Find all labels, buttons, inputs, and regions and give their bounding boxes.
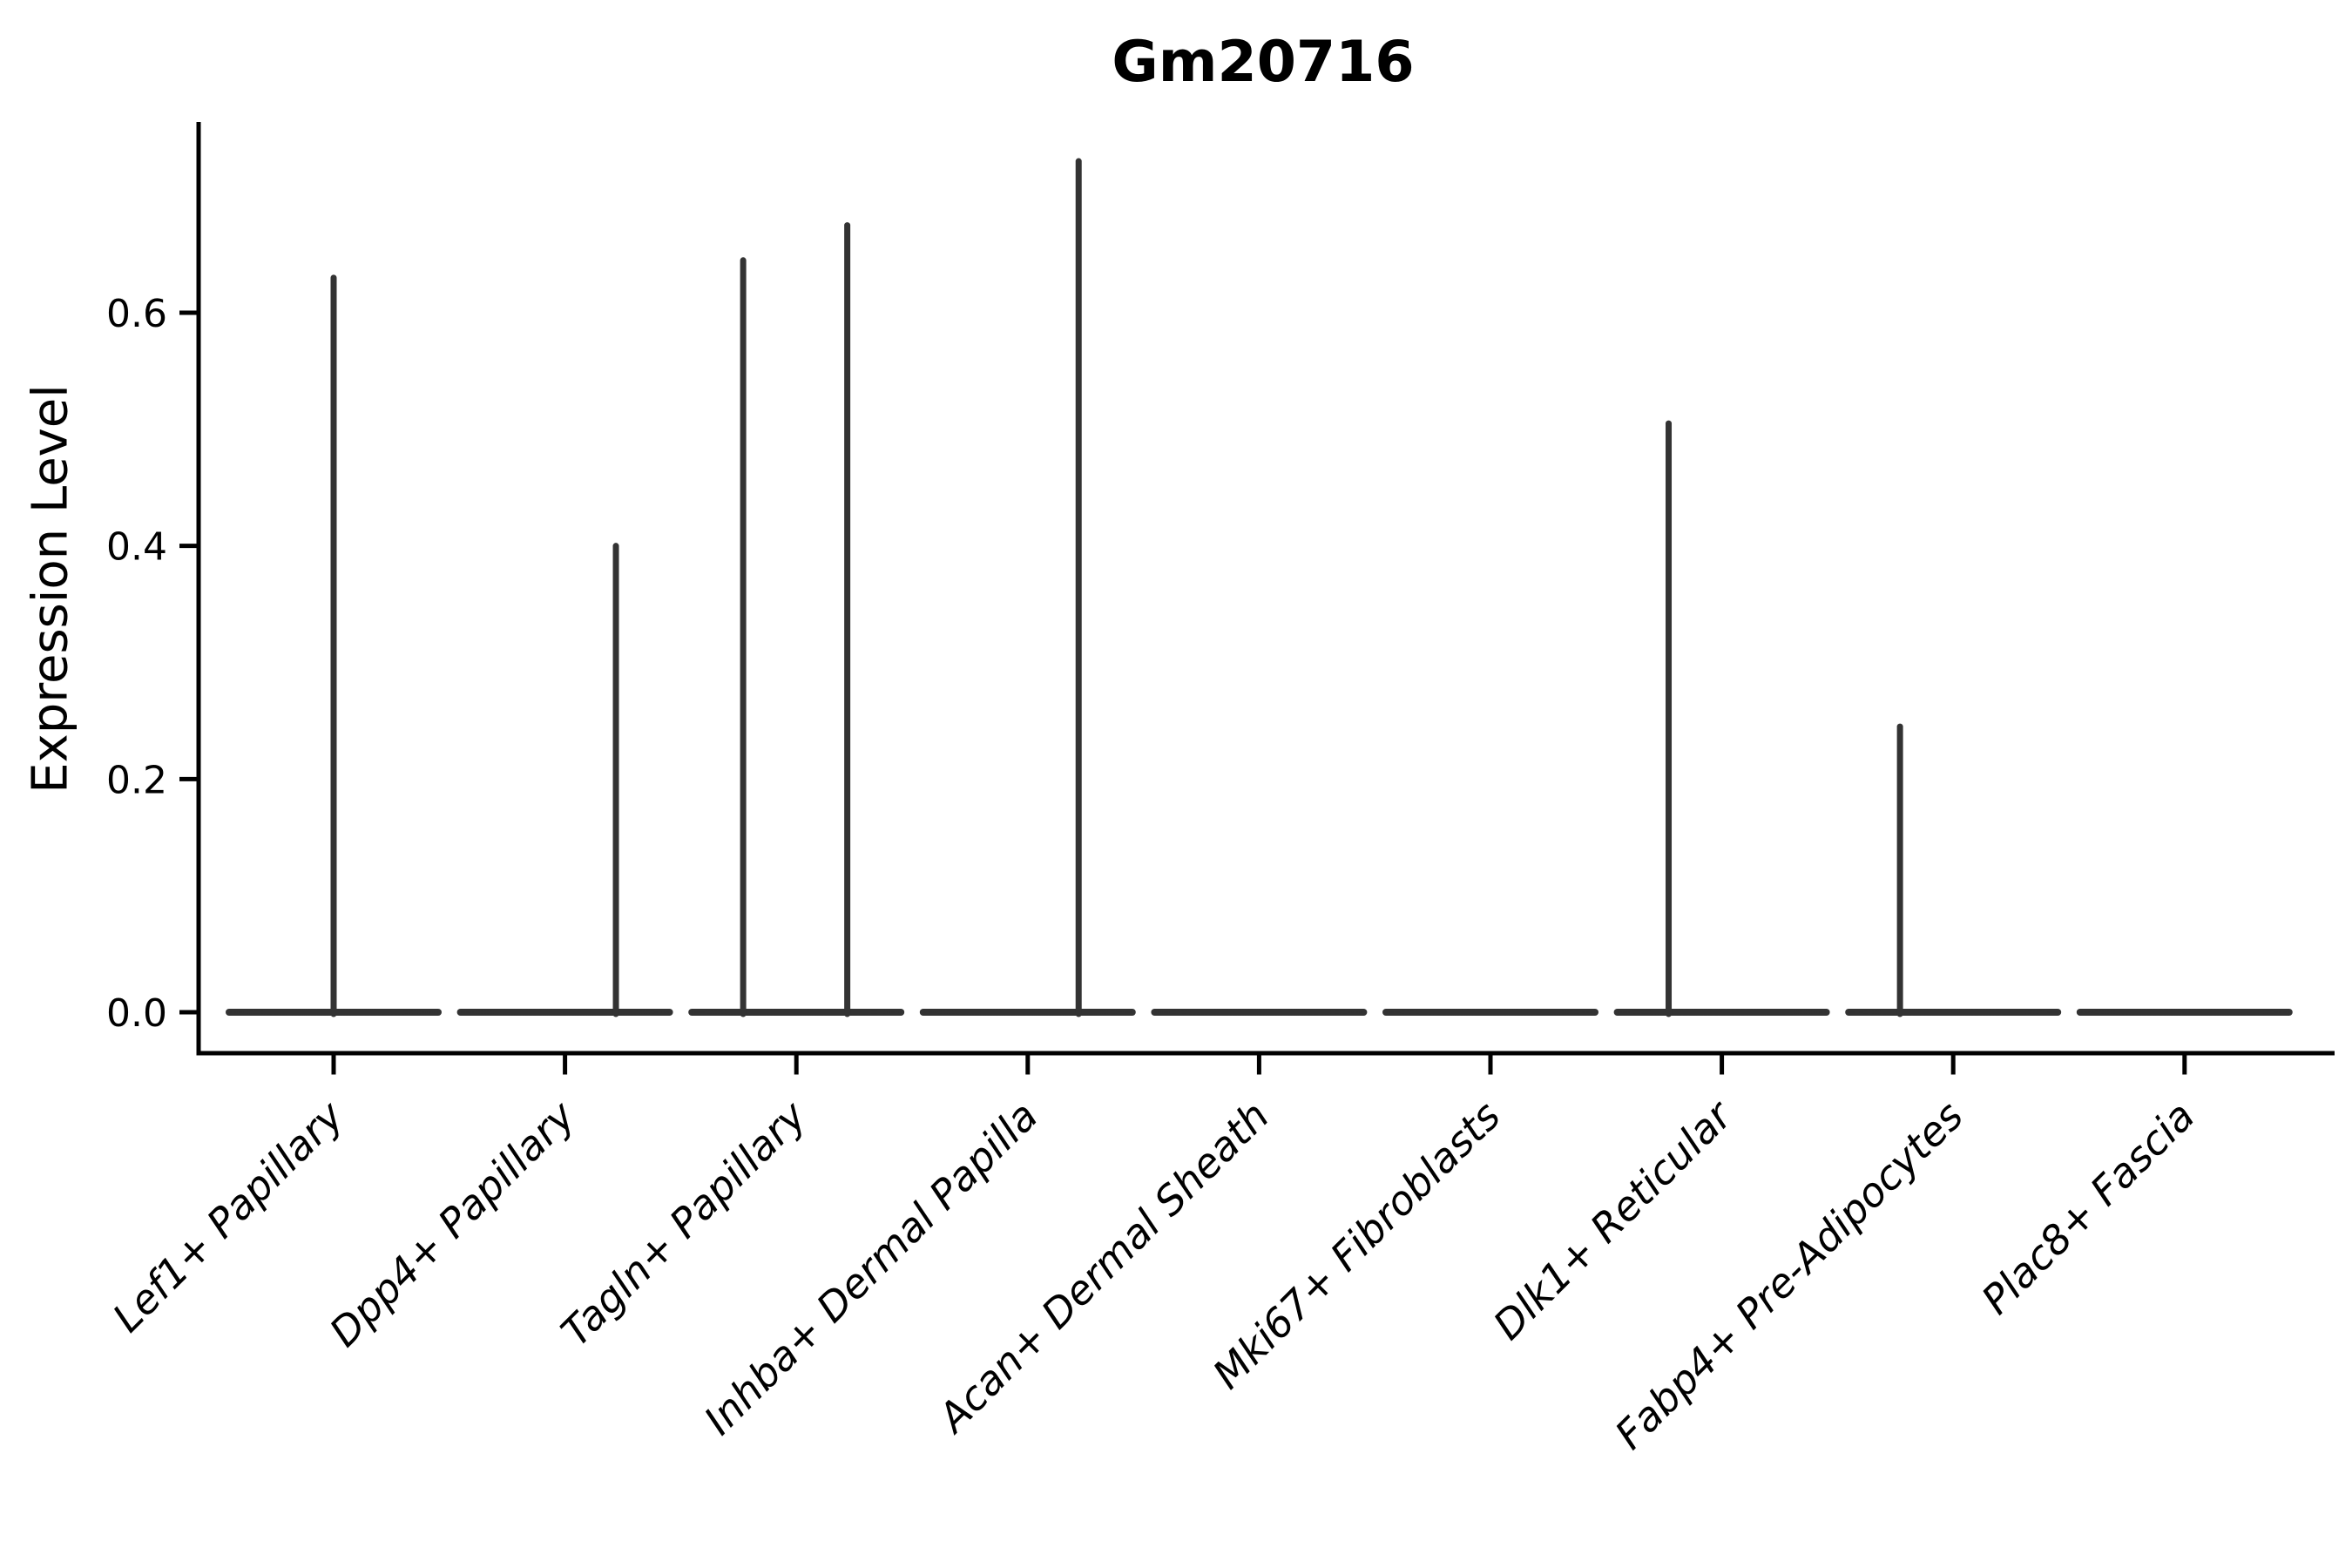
- x-tick-label: Plac8+ Fascia: [1972, 1092, 2203, 1323]
- chart-title: Gm20716: [1112, 30, 1415, 95]
- y-tick-label: 0.2: [106, 758, 167, 802]
- x-tick-label: Tagln+ Papillary: [552, 1092, 816, 1355]
- y-tick-label: 0.6: [106, 292, 167, 336]
- y-tick-label: 0.4: [106, 525, 167, 570]
- x-tick-label: Lef1+ Papillary: [104, 1092, 353, 1341]
- violin-base-bulge: [2079, 1009, 2289, 1016]
- x-tick-label: Dpp4+ Papillary: [321, 1092, 585, 1355]
- violin-base-bulge: [1154, 1009, 1364, 1016]
- violin-base-bulge: [1386, 1009, 1595, 1016]
- x-tick-label: Dlk1+ Reticular: [1484, 1090, 1743, 1348]
- y-tick-label: 0.0: [106, 991, 167, 1036]
